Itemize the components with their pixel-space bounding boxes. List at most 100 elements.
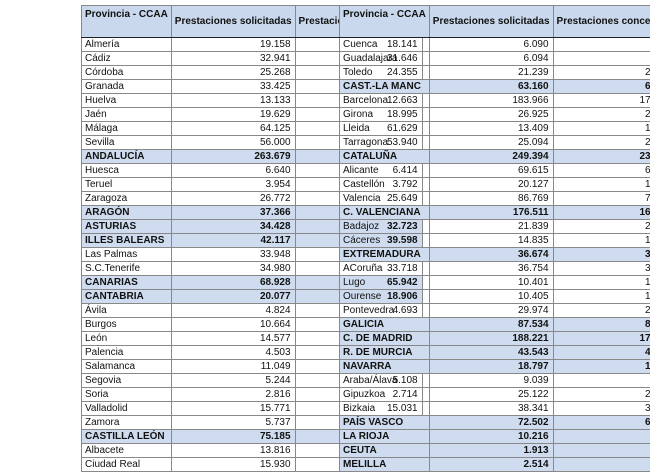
province-name-cell: Salamanca (81, 359, 172, 374)
requested-value-cell: 3.954 (170, 177, 296, 192)
requested-value-cell: 5.244 (170, 373, 296, 388)
requested-value-cell: 13.816 (170, 443, 296, 458)
requested-value-cell: 37.366 (170, 205, 296, 220)
province-name-cell: Toledo (339, 65, 430, 80)
requested-value-cell: 34.428 (170, 219, 296, 234)
granted-value-cell: 35.178 (552, 401, 650, 416)
requested-value-cell: 25.094 (428, 135, 554, 150)
requested-value-cell: 15.771 (170, 401, 296, 416)
requested-value-cell: 10.216 (428, 429, 554, 444)
requested-value-cell: 176.511 (428, 205, 554, 220)
province-name-cell: CEUTA (339, 443, 430, 458)
province-name-cell: Tarragona (339, 135, 430, 150)
requested-value-cell: 43.543 (428, 345, 554, 360)
requested-header: Prestaciones solicitadas (428, 5, 554, 38)
granted-value-cell: 10.069 (552, 275, 650, 290)
requested-value-cell: 5.737 (170, 415, 296, 430)
requested-header: Prestaciones solicitadas (170, 5, 296, 38)
granted-value-cell: 23.608 (552, 387, 650, 402)
requested-value-cell: 68.928 (170, 275, 296, 290)
requested-value-cell: 188.221 (428, 331, 554, 346)
requested-value-cell: 21.839 (428, 219, 554, 234)
right-table: Provincia - CCAA Prestaciones solicitada… (339, 5, 650, 472)
province-name-cell: Bizkaia (339, 401, 430, 416)
province-name-cell: Cuenca (339, 37, 430, 52)
province-name-cell: ACoruña (339, 261, 430, 276)
province-name-cell: Gipuzkoa (339, 387, 430, 402)
province-name-cell: Lleida (339, 121, 430, 136)
province-name-cell: Granada (81, 79, 172, 94)
requested-value-cell: 29.974 (428, 303, 554, 318)
province-name-cell: Ourense (339, 289, 430, 304)
province-name-cell: Jaén (81, 107, 172, 122)
requested-value-cell: 11.049 (170, 359, 296, 374)
province-name-cell: CANTABRIA (81, 289, 172, 304)
requested-value-cell: 1.913 (428, 443, 554, 458)
province-name-cell: ARAGÓN (81, 205, 172, 220)
province-name-cell: Almería (81, 37, 172, 52)
province-name-cell: LA RIOJA (339, 429, 430, 444)
requested-value-cell: 2.514 (428, 457, 554, 472)
province-name-cell: Pontevedra (339, 303, 430, 318)
granted-value-cell: 179.425 (552, 331, 650, 346)
requested-value-cell: 18.797 (428, 359, 554, 374)
granted-value-cell: 2.376 (552, 457, 650, 472)
requested-value-cell: 56.000 (170, 135, 296, 150)
granted-value-cell: 84.665 (552, 317, 650, 332)
requested-value-cell: 9.039 (428, 373, 554, 388)
province-name-cell: GALICIA (339, 317, 430, 332)
province-name-cell: Zamora (81, 415, 172, 430)
granted-value-cell: 14.247 (552, 233, 650, 248)
requested-value-cell: 10.401 (428, 275, 554, 290)
province-name-cell: Ciudad Real (81, 457, 172, 472)
province-name-cell: Segovia (81, 373, 172, 388)
granted-value-cell: 17.654 (552, 359, 650, 374)
granted-value-cell: 171.238 (552, 93, 650, 108)
requested-value-cell: 64.125 (170, 121, 296, 136)
right-table-body: Cuenca6.0905.897Guadalajara6.0945.873Tol… (339, 37, 650, 472)
requested-value-cell: 38.341 (428, 401, 554, 416)
requested-value-cell: 183.966 (428, 93, 554, 108)
granted-value-cell: 9.866 (552, 429, 650, 444)
granted-value-cell: 24.218 (552, 135, 650, 150)
province-name-cell: Girona (339, 107, 430, 122)
granted-value-cell: 35.525 (552, 261, 650, 276)
province-name-cell: Málaga (81, 121, 172, 136)
province-name-cell: MELILLA (339, 457, 430, 472)
requested-value-cell: 15.930 (170, 457, 296, 472)
requested-value-cell: 72.502 (428, 415, 554, 430)
province-name-cell: Albacete (81, 443, 172, 458)
requested-value-cell: 33.425 (170, 79, 296, 94)
province-name-cell: León (81, 331, 172, 346)
requested-value-cell: 20.077 (170, 289, 296, 304)
header-row: Provincia - CCAA Prestaciones solicitada… (339, 5, 650, 38)
granted-value-cell: 5.897 (552, 37, 650, 52)
requested-value-cell: 249.394 (428, 149, 554, 164)
requested-value-cell: 6.640 (170, 163, 296, 178)
province-name-cell: Badajoz (339, 219, 430, 234)
requested-value-cell: 14.577 (170, 331, 296, 346)
granted-value-cell: 20.543 (552, 65, 650, 80)
province-name-cell: Soria (81, 387, 172, 402)
granted-value-cell: 21.154 (552, 219, 650, 234)
requested-value-cell: 19.158 (170, 37, 296, 52)
granted-value-cell: 60.449 (552, 79, 650, 94)
province-name-cell: CAST.-LA MANC (339, 79, 430, 94)
granted-value-cell: 25.345 (552, 107, 650, 122)
requested-value-cell: 20.127 (428, 177, 554, 192)
